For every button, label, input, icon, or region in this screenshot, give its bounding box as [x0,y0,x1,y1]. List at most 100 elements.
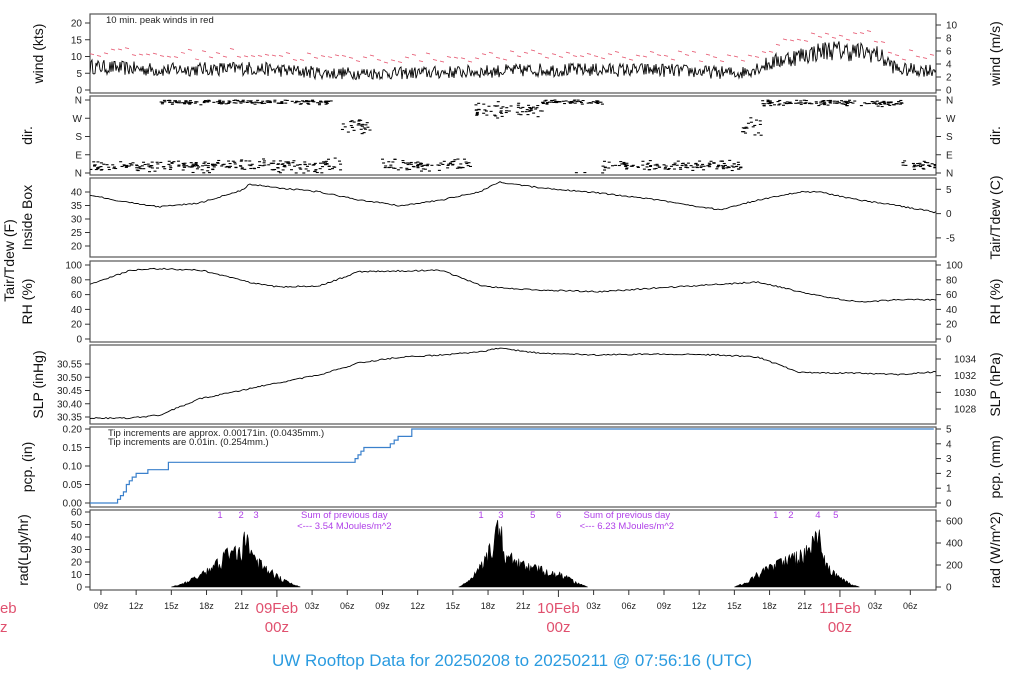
humidity-ytick-label: 60 [71,290,83,301]
peak-wind-mark [418,60,424,63]
time-tick-label: 12z [692,601,707,611]
peak-wind-mark [691,50,697,53]
peak-wind-mark [635,54,641,57]
humidity-panel [85,260,941,343]
peak-wind-mark [600,57,606,60]
peak-wind-mark [243,55,249,58]
pressure-y2tick-label: 1028 [954,405,977,416]
peak-wind-mark [96,54,102,57]
radiation-y2label: rad (W/m^2) [987,512,1003,589]
wind-y2tick-label: 2 [946,73,952,84]
peak-wind-mark [201,50,207,53]
wind-ytick-label: 10 [71,52,83,63]
peak-wind-mark [131,54,137,56]
direction-y2tick-label: N [946,96,953,107]
peak-wind-mark [152,52,158,55]
radiation-y2tick-label: 400 [946,539,963,550]
wind-speed-line [90,41,936,81]
humidity-ytick-label: 100 [65,261,82,272]
peak-wind-mark [187,48,193,51]
wind-y2tick-label: 8 [946,34,952,45]
precipitation-ytick-label: 0.15 [63,443,83,454]
peak-wind-mark [194,58,200,61]
peak-wind-mark [768,50,774,53]
peak-wind-mark [439,60,445,63]
time-tick-label: 15z [727,601,742,611]
peak-wind-mark [397,61,403,64]
peak-wind-mark [572,55,578,58]
peak-wind-mark [327,56,333,59]
temperature-ytick-label: 25 [71,228,83,239]
precipitation-ytick-label: 0.20 [63,425,83,436]
radiation-ytick-label: 20 [71,558,83,569]
peak-wind-mark [558,56,564,58]
peak-wind-mark [229,48,235,50]
temperature-ytick-label: 20 [71,242,83,253]
peak-wind-mark [117,48,123,51]
humidity-y2tick-label: 100 [946,261,963,272]
peak-wind-mark [817,35,823,38]
temperature-y2tick-label: -5 [946,233,955,244]
radiation-day-1-area [171,531,301,588]
peak-wind-mark [642,55,648,58]
peak-wind-mark [740,59,746,62]
peak-wind-mark [908,49,914,52]
peak-wind-mark [222,55,228,58]
radiation-hour-mark: 1 [773,510,778,521]
time-tick-label: 21z [234,601,249,611]
peak-wind-mark [719,60,725,63]
temperature-line [90,181,936,214]
temperature-ytick-label: 40 [71,188,83,199]
peak-wind-mark [880,41,886,44]
humidity-ylabel: RH (%) [19,279,35,325]
peak-wind-mark [628,58,634,61]
peak-wind-mark [873,40,879,43]
peak-wind-mark [180,51,186,54]
humidity-plot-frame [89,260,937,343]
pressure-ylabel: SLP (inHg) [30,350,46,418]
peak-wind-mark [593,55,599,58]
precipitation-ytick-label: 0.05 [63,480,83,491]
wind-y2tick-label: 10 [946,21,958,32]
humidity-y2tick-label: 60 [946,290,958,301]
pressure-line [90,347,936,420]
pressure-ytick-label: 30.40 [57,399,82,410]
peak-wind-mark [208,56,214,59]
pressure-y2label: SLP (hPa) [987,352,1003,416]
peak-wind-mark [173,56,179,58]
radiation-hour-mark: 2 [238,510,243,521]
peak-wind-mark [915,55,921,58]
peak-wind-mark [684,54,690,56]
precipitation-y2tick-label: 1 [946,484,952,495]
humidity-y2tick-label: 40 [946,305,958,316]
time-tick-label: 18z [762,601,777,611]
peak-wind-mark [362,56,368,59]
daily-sum-value: <--- 6.23 MJoules/m^2 [580,521,674,532]
peak-wind-mark [299,58,305,61]
peak-wind-mark [852,32,858,35]
peak-wind-mark [481,53,487,56]
peak-wind-mark [803,40,809,42]
peak-wind-mark [138,53,144,56]
radiation-hour-mark: 6 [556,510,561,521]
wind-ytick-label: 5 [76,69,82,80]
peak-wind-mark [649,51,655,53]
peak-wind-mark [551,53,557,56]
direction-y2tick-label: W [946,114,956,125]
peak-wind-mark [264,53,270,56]
precipitation-ytick-label: 0.10 [63,462,83,473]
peak-wind-mark [103,52,109,55]
humidity-y2tick-label: 80 [946,275,958,286]
peak-wind-mark [425,52,431,55]
radiation-ytick-label: 0 [76,583,82,594]
peak-wind-mark [614,51,620,53]
humidity-line [90,267,936,303]
chart-title: UW Rooftop Data for 20250208 to 20250211… [272,651,752,670]
wind-y2tick-label: 6 [946,47,952,58]
humidity-ytick-label: 40 [71,305,83,316]
peak-wind-mark [733,55,739,58]
peak-wind-mark [894,54,900,57]
time-tick-label: 12z [129,601,144,611]
peak-wind-mark [838,34,844,37]
